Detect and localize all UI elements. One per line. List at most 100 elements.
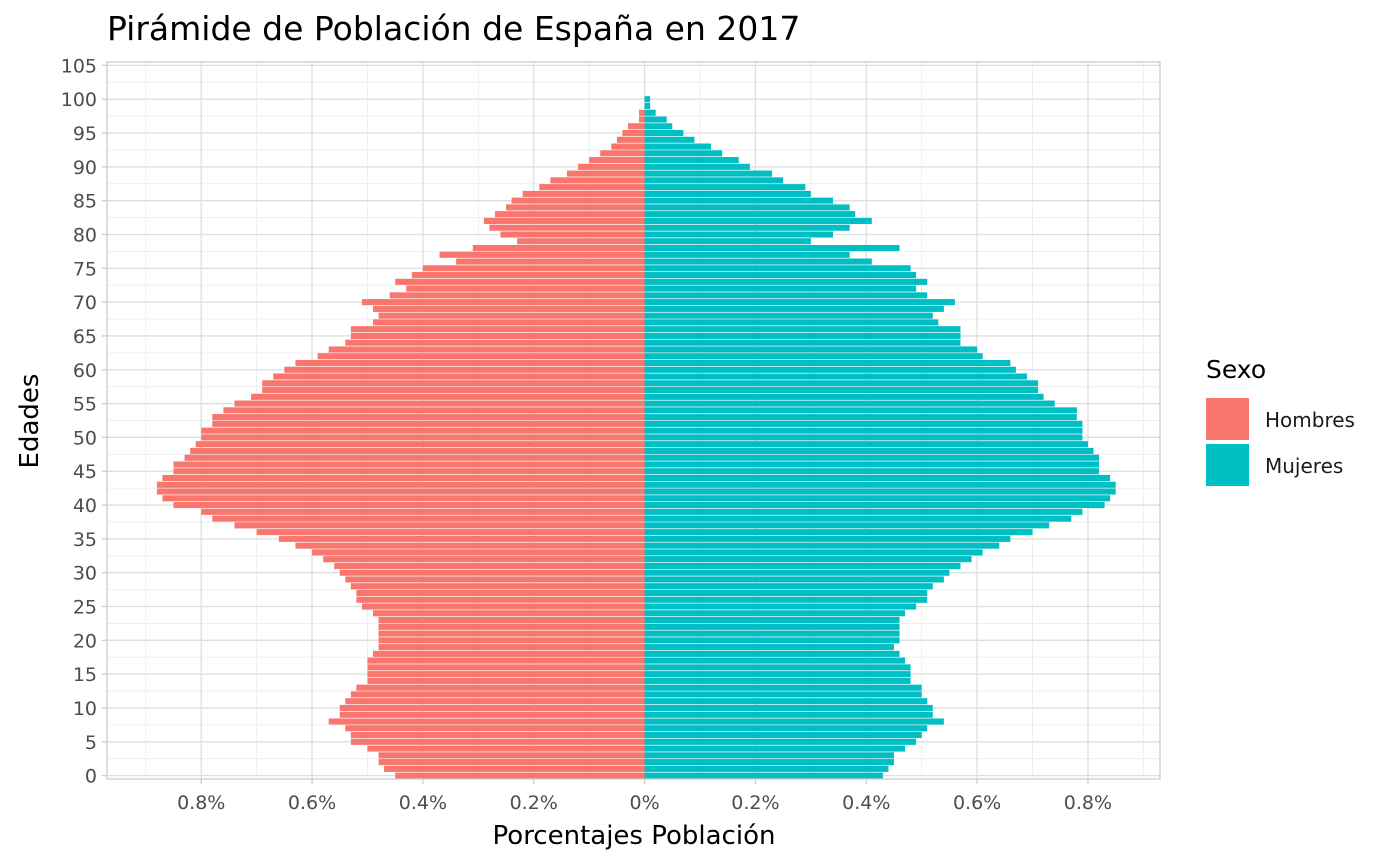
bar-hombres-age-87	[539, 184, 645, 191]
bar-hombres-age-64	[345, 339, 645, 346]
bar-mujeres-age-8	[644, 718, 944, 725]
bar-mujeres-age-51	[644, 427, 1083, 434]
bar-hombres-age-84	[506, 204, 645, 211]
y-tick-label: 20	[73, 630, 97, 652]
bar-hombres-age-78	[472, 244, 645, 252]
bars-layer	[156, 96, 1116, 779]
bar-mujeres-age-25	[644, 603, 917, 610]
bar-hombres-age-18	[373, 650, 645, 657]
bar-mujeres-age-41	[644, 495, 1111, 502]
bar-mujeres-age-62	[644, 353, 983, 360]
bar-hombres-age-28	[350, 583, 645, 590]
bar-mujeres-age-16	[644, 664, 911, 671]
bar-mujeres-age-15	[644, 671, 911, 678]
bar-hombres-age-63	[328, 346, 645, 353]
bar-hombres-age-36	[256, 529, 645, 536]
bar-hombres-age-31	[334, 562, 645, 569]
bar-hombres-age-61	[295, 359, 645, 367]
bar-mujeres-age-26	[644, 596, 928, 603]
bar-hombres-age-19	[378, 644, 645, 651]
bar-mujeres-age-87	[644, 184, 806, 191]
bar-mujeres-age-89	[644, 170, 773, 177]
bar-hombres-age-85	[511, 197, 645, 204]
bar-mujeres-age-75	[644, 265, 911, 272]
bar-mujeres-age-4	[644, 745, 906, 752]
bar-mujeres-age-30	[644, 569, 950, 576]
bar-hombres-age-77	[439, 251, 645, 258]
bar-hombres-age-22	[378, 623, 645, 630]
bar-hombres-age-42	[156, 488, 645, 495]
bar-mujeres-age-54	[644, 407, 1077, 414]
bar-mujeres-age-48	[644, 447, 1094, 454]
bar-mujeres-age-63	[644, 346, 978, 353]
bar-hombres-age-73	[395, 278, 645, 285]
bar-hombres-age-68	[378, 312, 645, 319]
bar-mujeres-age-23	[644, 616, 900, 624]
bar-mujeres-age-68	[644, 312, 933, 319]
bar-hombres-age-30	[339, 569, 645, 576]
bar-hombres-age-17	[367, 657, 645, 664]
x-tick-label: 0.2%	[510, 792, 558, 814]
bar-hombres-age-93	[611, 143, 645, 150]
y-tick-label: 55	[73, 394, 97, 416]
bar-mujeres-age-17	[644, 657, 906, 664]
bar-mujeres-age-97	[644, 116, 667, 123]
bar-hombres-age-97	[639, 116, 645, 123]
x-axis-ticks: 0.8% 0.6% 0.4% 0.2% 0% 0.2% 0.4% 0.6% 0.8%	[177, 779, 1112, 814]
bar-hombres-age-5	[350, 738, 645, 745]
y-axis-title: Edades	[15, 374, 45, 469]
bar-hombres-age-58	[262, 380, 645, 387]
bar-hombres-age-45	[173, 468, 645, 475]
x-tick-label: 0.4%	[399, 792, 447, 814]
bar-hombres-age-90	[578, 163, 645, 170]
y-tick-label: 90	[73, 157, 97, 179]
chart-title: Pirámide de Población de España en 2017	[107, 9, 800, 48]
bar-hombres-age-60	[284, 366, 645, 373]
bar-mujeres-age-52	[644, 420, 1083, 427]
bar-mujeres-age-22	[644, 623, 900, 630]
bar-hombres-age-27	[356, 589, 645, 597]
bar-hombres-age-47	[184, 454, 645, 461]
y-tick-label: 80	[73, 224, 97, 246]
bar-mujeres-age-14	[644, 677, 911, 684]
bar-mujeres-age-82	[644, 217, 872, 225]
bar-hombres-age-65	[350, 332, 645, 339]
y-tick-label: 60	[73, 360, 97, 382]
bar-hombres-age-38	[212, 515, 645, 522]
bar-hombres-age-20	[378, 637, 645, 644]
y-tick-label: 40	[73, 495, 97, 517]
bar-hombres-age-9	[339, 711, 645, 718]
bar-hombres-age-48	[190, 447, 645, 454]
bar-mujeres-age-92	[644, 150, 723, 157]
y-tick-label: 75	[73, 258, 97, 280]
bar-mujeres-age-67	[644, 319, 939, 326]
bar-hombres-age-70	[361, 299, 645, 306]
bar-mujeres-age-44	[644, 474, 1111, 482]
bar-hombres-age-44	[162, 474, 645, 482]
bar-hombres-age-39	[201, 508, 645, 515]
bar-mujeres-age-80	[644, 231, 834, 238]
bar-hombres-age-3	[378, 752, 645, 759]
bar-mujeres-age-83	[644, 211, 856, 218]
bar-mujeres-age-35	[644, 535, 1011, 542]
bar-hombres-age-53	[212, 414, 645, 421]
bar-mujeres-age-29	[644, 576, 944, 583]
x-tick-label: 0.8%	[1064, 792, 1112, 814]
bar-mujeres-age-37	[644, 522, 1050, 529]
bar-mujeres-age-27	[644, 589, 928, 597]
bar-mujeres-age-55	[644, 400, 1055, 407]
bar-hombres-age-29	[345, 576, 645, 583]
y-tick-label: 70	[73, 292, 97, 314]
bar-mujeres-age-94	[644, 136, 695, 143]
bar-hombres-age-55	[234, 400, 645, 407]
bar-mujeres-age-96	[644, 123, 673, 130]
x-tick-label: 0.6%	[288, 792, 336, 814]
bar-hombres-age-13	[356, 684, 645, 691]
bar-hombres-age-79	[517, 238, 645, 245]
legend-label-hombres: Hombres	[1265, 408, 1355, 432]
bar-mujeres-age-76	[644, 258, 872, 265]
bar-mujeres-age-59	[644, 373, 1027, 380]
bar-hombres-age-76	[456, 258, 645, 265]
bar-mujeres-age-39	[644, 508, 1083, 515]
bar-mujeres-age-70	[644, 299, 955, 306]
